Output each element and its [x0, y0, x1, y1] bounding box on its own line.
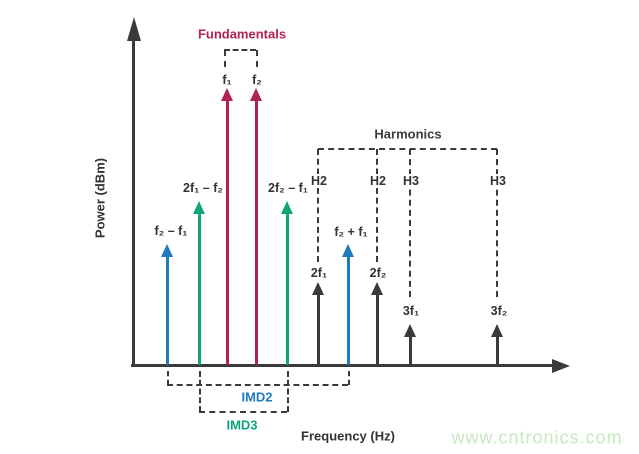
spectral-line-label-f2-minus-f1: f₂ – f₁ — [154, 224, 188, 238]
harmonic-marker-line-2 — [409, 149, 411, 297]
spectral-line-arrowhead-f1 — [220, 88, 233, 101]
imd2-bracket-tick-right — [348, 371, 350, 385]
spectral-line-label-f1: f₁ — [222, 73, 232, 87]
harmonics-label: Harmonics — [374, 126, 442, 142]
y-axis-line — [132, 39, 135, 367]
spectral-line-label-2f2: 2f₂ — [369, 266, 387, 280]
spectral-line-arrowhead-2f1-minus-f2 — [192, 201, 205, 214]
spectral-line-stem-2f2 — [375, 292, 379, 365]
imd3-bracket-tick-left — [199, 371, 201, 412]
harmonic-marker-label-1: H2 — [368, 174, 388, 188]
harmonic-marker-line-0 — [317, 149, 319, 262]
spectral-line-arrowhead-2f2-minus-f1 — [280, 201, 293, 214]
spectral-line-label-2f1: 2f₁ — [310, 266, 328, 280]
spectral-line-arrowhead-3f2 — [490, 324, 503, 337]
spectral-line-stem-3f2 — [495, 334, 499, 365]
spectral-line-stem-2f1-minus-f2 — [197, 211, 201, 365]
spectral-line-arrowhead-f2 — [249, 88, 262, 101]
imd2-bracket-line — [167, 384, 348, 386]
spectral-line-arrowhead-3f1 — [403, 324, 416, 337]
spectral-line-label-f2: f₂ — [252, 73, 262, 87]
spectral-line-label-3f1: 3f₁ — [402, 304, 420, 318]
spectral-line-arrowhead-f2-plus-f1 — [341, 244, 354, 257]
x-axis-line — [131, 364, 552, 367]
imd3-bracket-line — [199, 411, 287, 413]
spectral-line-arrowhead-f2-minus-f1 — [160, 244, 173, 257]
spectral-line-stem-f2-plus-f1 — [346, 254, 350, 365]
x-axis-label: Frequency (Hz) — [301, 428, 395, 444]
harmonic-marker-line-1 — [376, 149, 378, 262]
watermark-text: www.cntronics.com — [451, 427, 623, 448]
spectral-line-stem-f2 — [254, 98, 258, 365]
imd2-label: IMD2 — [241, 389, 273, 405]
harmonic-marker-label-0: H2 — [309, 174, 329, 188]
harmonic-marker-label-2: H3 — [401, 174, 421, 188]
fundamentals-bracket-tick-right — [256, 50, 258, 67]
spectral-line-stem-f1 — [225, 98, 229, 365]
fundamentals-bracket-line — [224, 49, 256, 51]
harmonic-marker-line-3 — [496, 149, 498, 297]
spectral-line-stem-3f1 — [408, 334, 412, 365]
y-axis-label: Power (dBm) — [92, 157, 108, 239]
spectral-line-stem-f2-minus-f1 — [165, 254, 169, 365]
spectral-line-arrowhead-2f1 — [311, 282, 324, 295]
spectral-line-label-2f2-minus-f1: 2f₂ – f₁ — [268, 181, 308, 195]
harmonics-bracket-line — [318, 148, 497, 150]
spectral-line-label-f2-plus-f1: f₂ + f₁ — [334, 225, 368, 239]
spectral-line-label-3f2: 3f₂ — [490, 304, 508, 318]
imd3-bracket-tick-right — [287, 371, 289, 412]
fundamentals-bracket-tick-left — [224, 50, 226, 67]
spectral-line-arrowhead-2f2 — [370, 282, 383, 295]
fundamentals-label: Fundamentals — [197, 26, 287, 42]
x-axis-arrowhead-icon — [552, 358, 570, 373]
spectral-line-label-2f1-minus-f2: 2f₁ – f₂ — [183, 181, 223, 195]
y-axis-arrowhead-icon — [126, 17, 141, 41]
imd3-label: IMD3 — [226, 417, 258, 433]
spectral-line-stem-2f2-minus-f1 — [285, 211, 289, 365]
harmonic-marker-label-3: H3 — [488, 174, 508, 188]
spectral-line-stem-2f1 — [316, 292, 320, 365]
imd2-bracket-tick-left — [167, 371, 169, 385]
